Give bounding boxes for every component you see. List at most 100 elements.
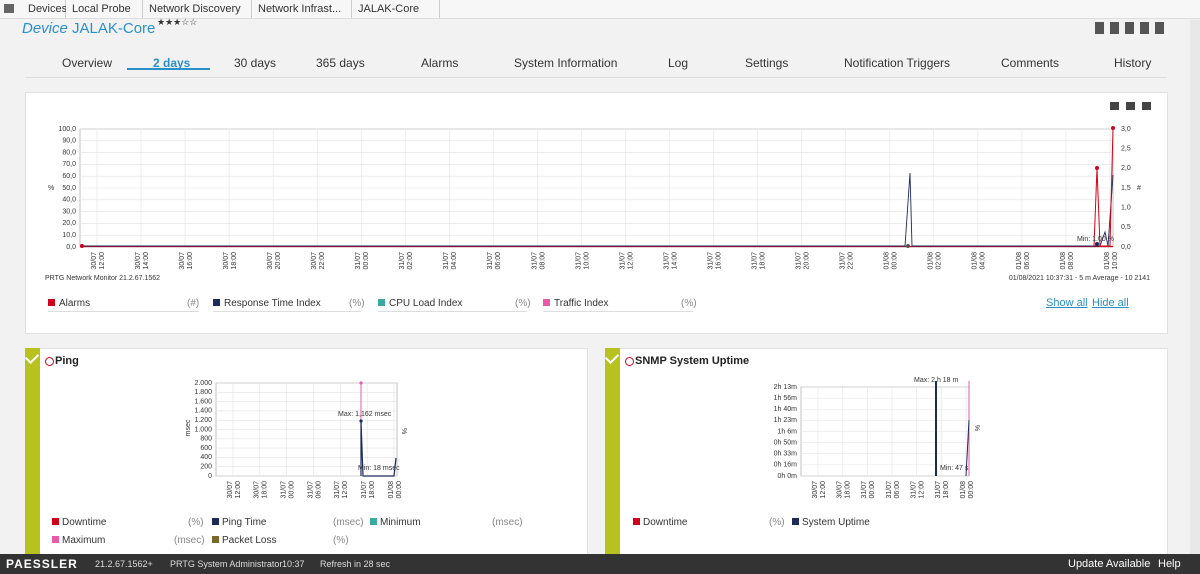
- y-tick-label: 0h 0m: [778, 473, 798, 480]
- max-label: Max: 2 h 18 m: [914, 377, 959, 384]
- x-tick-date: 01/08: [1016, 252, 1023, 270]
- priority-stars[interactable]: ★★★☆☆: [157, 17, 198, 27]
- breadcrumb[interactable]: Network Infrast...: [252, 0, 352, 18]
- x-tick-time: 00:00: [396, 481, 403, 499]
- y-tick-label: 1h 6m: [778, 428, 798, 435]
- tab[interactable]: Comments: [1001, 56, 1060, 70]
- alarm-spike: [1093, 127, 1114, 247]
- legend-name[interactable]: Packet Loss: [222, 535, 277, 546]
- legend-swatch: [213, 299, 220, 306]
- x-tick-date: 31/07: [707, 252, 714, 270]
- x-tick-time: 12:00: [919, 481, 926, 499]
- status-bar: PAESSLER 21.2.67.1562+ PRTG System Admin…: [0, 554, 1200, 574]
- x-tick-time: 00:00: [892, 252, 899, 270]
- y-tick-label: 80,0: [62, 149, 76, 156]
- tab[interactable]: System Information: [514, 56, 618, 70]
- breadcrumb[interactable]: Local Probe: [66, 0, 143, 18]
- hide-all[interactable]: Hide all: [1092, 297, 1129, 309]
- point: [1095, 242, 1099, 246]
- home-icon[interactable]: [4, 4, 14, 13]
- x-tick-time: 18:00: [231, 252, 238, 270]
- y-tick-label: 1.200: [194, 417, 212, 424]
- legend-unit: (msec): [174, 535, 205, 546]
- tab[interactable]: 30 days: [234, 56, 277, 70]
- x-tick-date: 01/08: [1060, 252, 1067, 270]
- help[interactable]: Help: [1158, 558, 1181, 570]
- point: [359, 381, 363, 385]
- tab[interactable]: 2 days: [153, 56, 191, 70]
- response-line: [80, 172, 1114, 247]
- y-tick-label: 50,0: [62, 185, 76, 192]
- chart-footer-left: PRTG Network Monitor 21.2.67.1562: [45, 275, 160, 282]
- tab[interactable]: History: [1114, 56, 1152, 70]
- y-tick-label: 200: [200, 464, 212, 471]
- x-tick-time: 14:00: [671, 252, 678, 270]
- tab[interactable]: Log: [668, 56, 689, 70]
- x-tick-time: 12:00: [99, 252, 106, 270]
- x-tick-time: 18:00: [845, 481, 852, 499]
- tab[interactable]: Alarms: [421, 56, 459, 70]
- x-tick-date: 30/07: [223, 252, 230, 270]
- point: [1095, 166, 1099, 170]
- x-tick-time: 06:00: [495, 252, 502, 270]
- legend-name[interactable]: Maximum: [62, 535, 106, 546]
- legend-name[interactable]: Downtime: [643, 517, 688, 528]
- min-label: Min: 47 s: [940, 465, 969, 472]
- legend-rule: [48, 311, 199, 312]
- legend-name[interactable]: Ping Time: [222, 517, 267, 528]
- legend-unit: (%): [681, 298, 697, 309]
- y-tick-label: 0h 33m: [774, 451, 798, 458]
- show-all[interactable]: Show all: [1046, 297, 1088, 309]
- update-available[interactable]: Update Available: [1068, 558, 1151, 570]
- x-tick-date: 31/07: [619, 252, 626, 270]
- legend-name[interactable]: Alarms: [59, 298, 91, 309]
- breadcrumb[interactable]: Network Discovery: [143, 0, 252, 18]
- legend-unit: (%): [769, 517, 785, 528]
- tab[interactable]: Overview: [62, 56, 113, 70]
- x-tick-time: 10:00: [583, 252, 590, 270]
- y-tick-label: 1.400: [194, 408, 212, 415]
- version: 21.2.67.1562+: [95, 559, 153, 569]
- legend-name[interactable]: Response Time Index: [224, 298, 321, 309]
- x-tick-time: 16:00: [715, 252, 722, 270]
- breadcrumb[interactable]: JALAK-Core: [352, 0, 440, 18]
- breadcrumb[interactable]: Devices: [22, 0, 67, 18]
- tab[interactable]: Settings: [745, 56, 789, 70]
- min-label: Min: 1.00 %: [1077, 236, 1114, 243]
- user[interactable]: PRTG System Administrator: [170, 559, 283, 569]
- legend-name[interactable]: CPU Load Index: [389, 298, 463, 309]
- x-tick-date: 31/07: [911, 481, 918, 499]
- x-tick-date: 31/07: [861, 481, 868, 499]
- legend-swatch: [212, 518, 219, 525]
- x-tick-date: 31/07: [935, 481, 942, 499]
- x-tick-date: 31/07: [355, 252, 362, 270]
- point: [359, 419, 363, 423]
- legend-name[interactable]: System Uptime: [802, 517, 870, 528]
- sensor-title[interactable]: SNMP System Uptime: [635, 355, 750, 367]
- legend-unit: (msec): [333, 517, 364, 528]
- x-tick-date: 31/07: [531, 252, 538, 270]
- y-axis-label: %: [975, 425, 982, 431]
- sensor-title[interactable]: Ping: [55, 355, 79, 367]
- device-header: Device JALAK-Core: [22, 20, 155, 37]
- x-tick-time: 02:00: [936, 252, 943, 270]
- refresh[interactable]: Refresh in 28 sec: [320, 559, 391, 569]
- tab[interactable]: 365 days: [316, 56, 365, 70]
- legend-name[interactable]: Downtime: [62, 517, 107, 528]
- toolbar-icons[interactable]: [1095, 22, 1167, 34]
- x-tick-date: 30/07: [267, 252, 274, 270]
- legend-name[interactable]: Minimum: [380, 517, 421, 528]
- x-tick-time: 12:00: [235, 481, 242, 499]
- y-tick-label: 600: [200, 445, 212, 452]
- y-tick-label: 40,0: [62, 197, 76, 204]
- tab[interactable]: Notification Triggers: [844, 56, 951, 70]
- x-tick-date: 01/08: [972, 252, 979, 270]
- legend-name[interactable]: Traffic Index: [554, 298, 609, 309]
- legend-swatch: [633, 518, 640, 525]
- x-tick-time: 00:00: [869, 481, 876, 499]
- x-tick-time: 10:00: [1112, 252, 1119, 270]
- brand: PAESSLER: [6, 557, 78, 571]
- x-tick-time: 00:00: [968, 481, 975, 499]
- x-tick-time: 20:00: [275, 252, 282, 270]
